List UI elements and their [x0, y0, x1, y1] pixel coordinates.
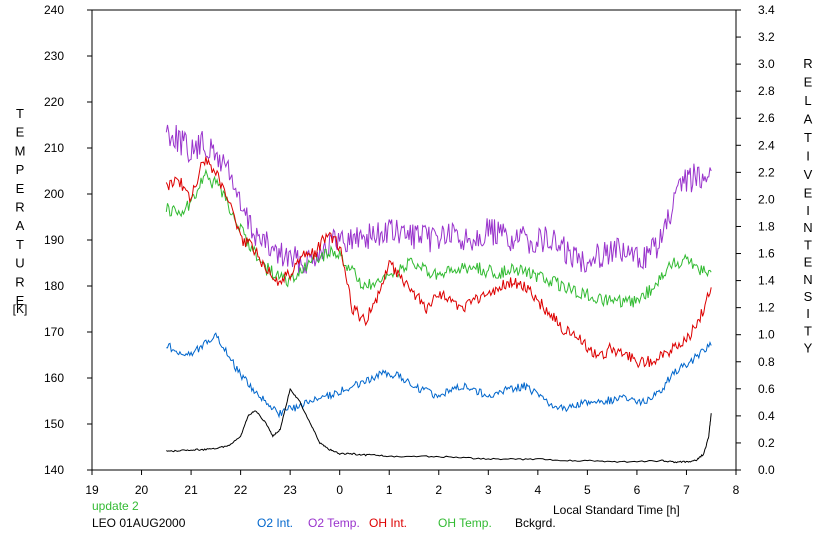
y-right-tick-label: 1.2: [758, 301, 775, 315]
y-left-tick-label: 200: [44, 187, 64, 201]
y-left-tick-label: 180: [44, 279, 64, 293]
legend-entry: Bckgrd.: [515, 516, 556, 530]
y-left-label-letter: A: [16, 218, 25, 233]
y-left-label-letter: R: [15, 274, 24, 289]
y-axis-right: 0.0 0.2 0.4 0.6 0.8 1.0 1.2 1.4 1.6 1.8 2.0 2.2 2.4 2…: [736, 3, 775, 477]
y-left-label-letter: P: [16, 162, 25, 177]
legend-entry: O2 Temp.: [308, 516, 360, 530]
y-right-label-letter: T: [804, 130, 812, 145]
y-right-label-letter: E: [804, 75, 813, 90]
y-right-tick-label: 1.6: [758, 247, 775, 261]
x-tick-label: 19: [85, 483, 99, 497]
y-left-label-letter: U: [15, 256, 24, 271]
y-left-label-letter: E: [16, 293, 25, 308]
y-right-label-letter: N: [803, 220, 812, 235]
y-right-label-letter: A: [804, 112, 813, 127]
x-tick-label: 4: [535, 483, 542, 497]
y-right-label-letter: Y: [804, 341, 813, 356]
y-right-tick-label: 1.4: [758, 274, 775, 288]
x-tick-label: 0: [336, 483, 343, 497]
x-tick-label: 22: [234, 483, 248, 497]
y-right-tick-label: 1.8: [758, 219, 775, 233]
y-right-tick-label: 3.4: [758, 3, 775, 17]
y-right-tick-label: 3.0: [758, 57, 775, 71]
station-date-label: LEO 01AUG2000: [92, 516, 186, 530]
series-line-oh-temp: [165, 168, 712, 308]
x-axis-label: Local Standard Time [h]: [553, 503, 680, 517]
series-line-oh-int: [165, 156, 712, 369]
y-left-label-letter: E: [16, 181, 25, 196]
y-right-tick-label: 0.6: [758, 382, 775, 396]
y-left-label-letter: T: [16, 106, 24, 121]
y-right-tick-label: 0.4: [758, 409, 775, 423]
y-left-label-letter: M: [15, 143, 26, 158]
y-right-label-letter: E: [804, 255, 813, 270]
y-right-label-letter: S: [804, 289, 813, 304]
y-right-tick-label: 2.4: [758, 138, 775, 152]
y-right-tick-label: 2.8: [758, 84, 775, 98]
y-right-label-letter: I: [806, 149, 810, 164]
y-left-tick-label: 160: [44, 371, 64, 385]
x-tick-label: 2: [435, 483, 442, 497]
y-right-label-letter: T: [804, 323, 812, 338]
y-right-tick-label: 2.2: [758, 165, 775, 179]
y-right-label-letter: N: [803, 272, 812, 287]
x-tick-label: 5: [584, 483, 591, 497]
x-tick-label: 21: [184, 483, 198, 497]
y-left-unit-label: [K]: [13, 302, 28, 316]
y-left-label-letter: E: [16, 125, 25, 140]
series-line-bckgrd: [166, 387, 712, 464]
y-left-tick-label: 190: [44, 233, 64, 247]
y-right-tick-label: 0.2: [758, 436, 775, 450]
series-line-o2-int: [166, 332, 712, 419]
y-left-tick-label: 210: [44, 141, 64, 155]
legend-entry: O2 Int.: [257, 516, 293, 530]
x-tick-label: 6: [634, 483, 641, 497]
series-layer: [165, 124, 712, 464]
y-right-label-letter: R: [803, 56, 812, 71]
y-left-label-letter: R: [15, 200, 24, 215]
y-left-tick-label: 150: [44, 417, 64, 431]
x-tick-label: 3: [485, 483, 492, 497]
y-right-label-letter: V: [804, 167, 813, 182]
x-tick-label: 8: [733, 483, 740, 497]
y-right-tick-label: 1.0: [758, 328, 775, 342]
y-right-tick-label: 3.2: [758, 30, 775, 44]
y-left-tick-label: 220: [44, 95, 64, 109]
x-tick-label: 23: [283, 483, 297, 497]
y-left-tick-label: 230: [44, 49, 64, 63]
y-right-label-letter: I: [806, 306, 810, 321]
y-right-tick-label: 2.0: [758, 192, 775, 206]
legend: O2 Int. O2 Temp. OH Int. OH Temp. Bckgrd.: [257, 516, 556, 530]
x-tick-label: 1: [386, 483, 393, 497]
y-right-tick-label: 0.0: [758, 463, 775, 477]
x-tick-label: 7: [683, 483, 690, 497]
update-label: update 2: [92, 499, 139, 513]
series-line-o2-temp: [165, 124, 712, 276]
y-right-tick-label: 0.8: [758, 355, 775, 369]
y-right-label-letter: I: [806, 203, 810, 218]
y-axis-left: 140 150 160 170 180 190 200 210 220 230 240: [44, 3, 92, 477]
legend-entry: OH Temp.: [438, 516, 492, 530]
y-left-tick-label: 140: [44, 463, 64, 477]
legend-entry: OH Int.: [369, 516, 407, 530]
y-left-tick-label: 170: [44, 325, 64, 339]
x-axis: 19 20 21 22 23 0 1 2 3 4 5 6 7 8: [85, 470, 740, 497]
x-tick-label: 20: [135, 483, 149, 497]
y-left-label-letter: T: [16, 237, 24, 252]
y-right-label-letter: E: [804, 186, 813, 201]
y-right-label-letter: L: [804, 93, 811, 108]
y-right-label-letter: T: [804, 237, 812, 252]
y-right-tick-label: 2.6: [758, 111, 775, 125]
y-left-tick-label: 240: [44, 3, 64, 17]
